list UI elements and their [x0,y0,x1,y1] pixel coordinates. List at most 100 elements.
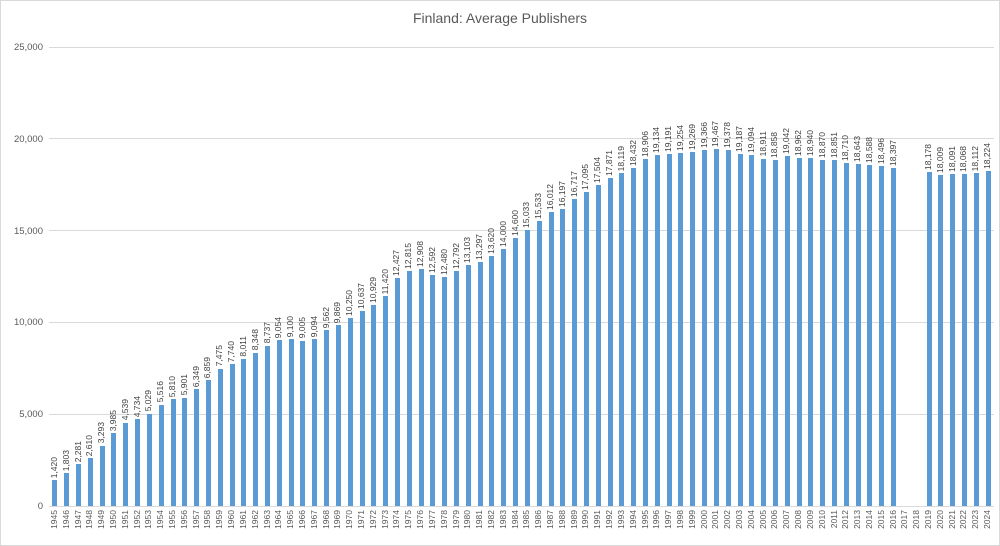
bar-1991 [595,184,601,506]
x-tick-label-2021: 2021 [946,510,957,529]
bar-1951 [123,422,129,506]
bar-1949 [99,445,105,506]
bar-2002 [725,150,731,506]
bar-2010 [820,159,826,506]
data-label-1968: 9,562 [320,307,331,329]
x-tick-label-1962: 1962 [249,510,260,529]
x-tick-label-2019: 2019 [923,510,934,529]
bar-2020 [938,175,944,506]
bar-2011 [832,159,838,506]
x-tick-label-2023: 2023 [970,510,981,529]
bar-1957 [194,389,200,506]
data-label-1998: 19,254 [674,124,685,151]
x-tick-label-2017: 2017 [899,510,910,529]
bar-1998 [678,152,684,506]
x-tick-label-1956: 1956 [178,510,189,529]
data-label-1954: 5,516 [155,381,166,403]
data-label-1972: 10,929 [367,277,378,304]
x-tick-label-2014: 2014 [863,510,874,529]
bar-1989 [572,199,578,506]
bar-1961 [241,358,247,506]
data-label-1986: 15,533 [533,192,544,219]
gridline [49,321,994,323]
x-tick-label-1965: 1965 [285,510,296,529]
bar-1994 [631,167,637,506]
bar-1978 [442,276,448,506]
data-label-1980: 13,103 [462,237,473,264]
data-label-1981: 13,297 [474,233,485,260]
x-tick-label-1960: 1960 [226,510,237,529]
y-tick-label: 5,000 [19,409,43,421]
x-tick-label-2000: 2000 [698,510,709,529]
x-tick-label-1973: 1973 [379,510,390,529]
bar-1986 [536,220,542,506]
data-label-2023: 18,112 [970,146,981,172]
x-tick-label-1988: 1988 [556,510,567,529]
x-tick-label-1952: 1952 [131,510,142,529]
bar-2024 [985,171,991,506]
x-tick-label-2011: 2011 [828,510,839,529]
bar-1960 [229,363,235,506]
bar-1979 [454,271,460,506]
gridline [49,505,994,507]
data-label-2020: 18,009 [934,147,945,174]
bar-1955 [170,399,176,506]
x-tick-label-1958: 1958 [202,510,213,529]
data-label-1961: 8,011 [237,336,248,357]
bar-1984 [513,237,519,506]
bar-1952 [135,419,141,506]
data-label-2010: 18,870 [816,131,827,158]
x-tick-label-1987: 1987 [545,510,556,529]
data-label-2012: 18,710 [840,134,851,161]
x-tick-label-2007: 2007 [781,510,792,529]
x-tick-label-1964: 1964 [273,510,284,529]
data-label-1976: 12,908 [415,241,426,268]
x-tick-label-1998: 1998 [674,510,685,529]
bar-1953 [146,413,152,506]
bar-1977 [430,274,436,506]
bar-2005 [761,158,767,506]
data-label-1966: 9,005 [296,317,307,339]
x-tick-label-1975: 1975 [403,510,414,529]
data-label-1950: 3,985 [107,409,118,431]
bar-2006 [772,159,778,506]
x-tick-label-1970: 1970 [344,510,355,529]
bar-1956 [182,397,188,506]
x-tick-label-1986: 1986 [533,510,544,529]
bar-1970 [347,317,353,506]
x-tick-label-2006: 2006 [769,510,780,529]
bar-1974 [394,277,400,506]
data-label-1951: 4,539 [119,399,130,421]
x-tick-label-1992: 1992 [604,510,615,529]
x-tick-label-2020: 2020 [934,510,945,529]
x-tick-label-1996: 1996 [651,510,662,529]
bar-2021 [950,173,956,506]
data-label-2016: 18,397 [887,140,898,167]
bar-2012 [843,162,849,506]
bar-1972 [371,305,377,506]
bar-1964 [276,339,282,506]
x-tick-label-1971: 1971 [356,510,367,529]
bar-1973 [383,296,389,506]
data-label-1991: 17,504 [592,156,603,183]
data-label-2019: 18,178 [923,144,934,171]
data-label-1965: 9,100 [285,315,296,337]
bar-1988 [560,208,566,506]
bar-2000 [702,150,708,506]
data-label-1949: 3,293 [96,422,107,444]
x-tick-label-2024: 2024 [982,510,993,529]
bar-1947 [76,464,82,506]
data-label-1947: 2,281 [72,440,83,463]
bar-2014 [867,164,873,506]
bar-2009 [808,158,814,506]
data-label-1952: 4,734 [131,395,142,418]
x-tick-label-1954: 1954 [155,510,166,529]
x-tick-label-2013: 2013 [852,510,863,529]
data-label-1994: 18,432 [627,139,638,166]
y-tick-label: 20,000 [13,133,43,145]
x-tick-label-1955: 1955 [167,510,178,529]
x-tick-label-1951: 1951 [119,510,130,529]
x-tick-label-1990: 1990 [580,510,591,529]
data-label-1957: 6,349 [190,366,201,388]
bar-1948 [87,458,93,506]
